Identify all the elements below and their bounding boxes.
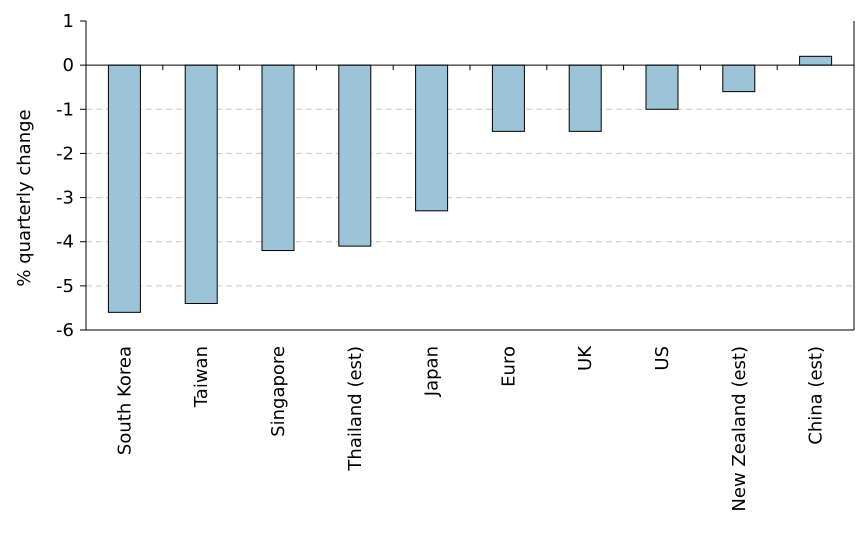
category-label: Euro xyxy=(498,346,519,387)
category-label: US xyxy=(652,346,673,371)
labels: 1 0 -1 -2 -3 -4 -5 -6 South Korea Taiwan Singapore… xyxy=(56,11,827,512)
bar-us xyxy=(645,64,679,110)
bar-japan xyxy=(415,64,449,212)
y-tick-label: -1 xyxy=(56,99,74,120)
bar-uk xyxy=(568,64,602,132)
grid-lines xyxy=(86,108,854,287)
y-tick-label: -4 xyxy=(56,232,74,253)
y-tick-label: 1 xyxy=(63,11,74,32)
bar-new-zealand-est xyxy=(722,64,756,93)
bar-euro xyxy=(491,64,525,132)
y-tick-label: -3 xyxy=(56,188,74,209)
bar-south-korea xyxy=(107,64,141,313)
category-label: Taiwan xyxy=(191,346,212,408)
y-tick-label: -6 xyxy=(56,320,74,341)
category-label: South Korea xyxy=(114,346,135,455)
category-label: Japan xyxy=(422,346,443,397)
bar-thailand-est xyxy=(338,64,372,247)
category-label: UK xyxy=(575,345,596,371)
category-label: New Zealand (est) xyxy=(729,346,750,512)
category-label: Thailand (est) xyxy=(345,346,366,472)
bar-singapore xyxy=(261,64,295,252)
y-tick-label: -5 xyxy=(56,276,74,297)
y-tick-label: -2 xyxy=(56,143,74,164)
category-label: China (est) xyxy=(806,346,827,445)
bar-china-est xyxy=(799,55,833,66)
bars xyxy=(107,55,833,313)
bar-taiwan xyxy=(184,64,218,305)
category-label: Singapore xyxy=(268,346,289,437)
y-tick-label: 0 xyxy=(63,55,74,76)
y-axis-title: % quarterly change xyxy=(14,109,35,286)
axes xyxy=(80,20,855,331)
